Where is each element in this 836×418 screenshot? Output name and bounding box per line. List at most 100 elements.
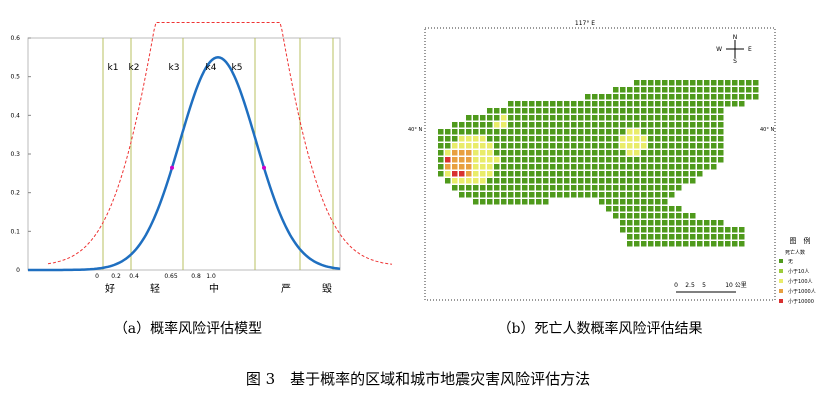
map-cell (613, 129, 619, 135)
map-cell (501, 185, 507, 191)
map-cell (718, 143, 724, 149)
level-label: 轻 (150, 282, 160, 295)
map-cell (641, 150, 647, 156)
map-cell (550, 136, 556, 142)
map-cell (487, 157, 493, 163)
map-cell (494, 115, 500, 121)
map-cell (550, 157, 556, 163)
map-cell (662, 220, 668, 226)
map-cell (592, 115, 598, 121)
map-cell (718, 122, 724, 128)
map-cell (648, 227, 654, 233)
map-cell (459, 178, 465, 184)
map-cell (599, 136, 605, 142)
map-cell (445, 164, 451, 170)
map-cell (683, 143, 689, 149)
map-cell (550, 185, 556, 191)
map-cell (515, 136, 521, 142)
map-cell (732, 101, 738, 107)
map-cell (445, 143, 451, 149)
map-cell (529, 101, 535, 107)
map-cell (669, 164, 675, 170)
map-cell (655, 101, 661, 107)
map-cell (445, 150, 451, 156)
map-cell (676, 101, 682, 107)
map-cell (536, 101, 542, 107)
map-cell (655, 143, 661, 149)
map-cell (704, 220, 710, 226)
map-cell (704, 115, 710, 121)
map-cell (676, 122, 682, 128)
map-cell (543, 164, 549, 170)
level-label: 中 (209, 282, 219, 295)
map-cell (529, 178, 535, 184)
map-cell (732, 87, 738, 93)
map-cell (648, 241, 654, 247)
map-cell (606, 108, 612, 114)
map-cell (634, 185, 640, 191)
map-cell (557, 101, 563, 107)
map-cell (522, 199, 528, 205)
map-cell (480, 157, 486, 163)
map-cell (557, 143, 563, 149)
map-cell (711, 87, 717, 93)
map-cell (669, 206, 675, 212)
map-cell (536, 178, 542, 184)
map-cell (529, 185, 535, 191)
map-cell (753, 87, 759, 93)
map-cell (627, 143, 633, 149)
map-cell (599, 101, 605, 107)
map-cell (487, 143, 493, 149)
map-cell (648, 150, 654, 156)
map-cell (543, 199, 549, 205)
map-cell (501, 136, 507, 142)
map-cell (508, 185, 514, 191)
map-cell (515, 164, 521, 170)
map-cell (620, 206, 626, 212)
map-cell (473, 143, 479, 149)
map-cell (613, 164, 619, 170)
map-cell (501, 178, 507, 184)
map-cell (466, 178, 472, 184)
map-cell (676, 157, 682, 163)
map-cell (571, 164, 577, 170)
map-cell (613, 185, 619, 191)
map-cell (620, 213, 626, 219)
map-cell (613, 122, 619, 128)
map-cell (480, 178, 486, 184)
map-cell (543, 192, 549, 198)
map-cell (627, 241, 633, 247)
map-cell (697, 220, 703, 226)
map-cell (669, 241, 675, 247)
map-cell (627, 220, 633, 226)
map-cell (543, 108, 549, 114)
map-cell (543, 178, 549, 184)
map-cell (627, 136, 633, 142)
plot-area (27, 37, 341, 271)
map-cell (564, 164, 570, 170)
map-cell (536, 108, 542, 114)
map-cell (725, 227, 731, 233)
panel-a: 0 0.1 0.2 0.3 0.4 0.5 0.6 k1 k2 k3 k4 k5 0 0.2 0.4 0.65… (10, 22, 393, 295)
map-cell (592, 150, 598, 156)
map-cell (529, 164, 535, 170)
map-cell (578, 143, 584, 149)
map-cell (718, 220, 724, 226)
map-cell (627, 164, 633, 170)
map-cell (557, 122, 563, 128)
map-cell (473, 199, 479, 205)
x-tick-label: 1.0 (206, 273, 216, 280)
map-text: 0 (674, 282, 678, 289)
map-cell (690, 164, 696, 170)
map-cell (438, 157, 444, 163)
map-cell (445, 157, 451, 163)
map-cell (641, 199, 647, 205)
map-cell (571, 150, 577, 156)
map-cell (438, 171, 444, 177)
map-cell (564, 150, 570, 156)
map-cell (536, 129, 542, 135)
y-tick-label: 0.4 (10, 112, 20, 119)
map-cell (515, 108, 521, 114)
map-cell (620, 150, 626, 156)
map-cell (543, 150, 549, 156)
